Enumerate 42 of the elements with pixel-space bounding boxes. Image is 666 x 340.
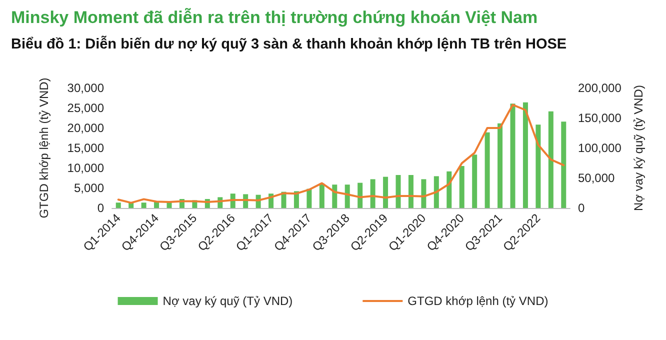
bar [472,154,478,208]
y2-tick-label: 150,000 [578,111,622,125]
bar [498,123,503,208]
y-tick-label: 5,000 [74,181,104,195]
bar [332,184,338,208]
bar [408,175,414,208]
bar [421,179,426,208]
y-tick-label: 20,000 [67,121,104,135]
bar [383,176,388,208]
chart-subtitle: Biểu đồ 1: Diễn biến dư nợ ký quỹ 3 sàn & thanh khoản khớp lệnh TB trên HOSE [11,36,567,52]
bar [536,124,541,208]
y2-tick-label: 50,000 [578,171,616,185]
bar [561,122,566,208]
bar [459,166,464,208]
y-axis-title: GTGD khớp lệnh (tỷ VND) [37,78,51,218]
y2-tick-label: 0 [578,201,585,215]
y-tick-label: 25,000 [67,101,104,115]
y-tick-label: 15,000 [67,141,104,155]
legend-label: Nợ vay ký quỹ (Tỷ VND) [162,294,293,308]
line-series [117,104,565,204]
bar [358,182,363,208]
chart-title: Minsky Moment đã diễn ra trên thị trường chứng khoán Việt Nam [11,8,538,27]
bar [484,132,490,208]
y-tick-label: 30,000 [67,81,104,95]
bar [319,183,324,208]
legend-label: GTGD khớp lệnh (tỷ VND) [408,294,548,308]
y2-tick-label: 200,000 [578,81,622,95]
bar [344,184,350,208]
bar [548,111,554,208]
bar [306,188,312,208]
bar [522,102,528,208]
bar [116,202,121,208]
bar [446,171,452,208]
y-tick-label: 0 [97,201,104,215]
y-tick-label: 10,000 [67,161,104,175]
bar [510,104,516,208]
bar [396,175,401,208]
y2-axis-title: Nợ vay ký quỹ (tỷ VND) [631,85,646,211]
bar [434,176,439,208]
bar [370,179,376,208]
y2-tick-label: 100,000 [578,141,622,155]
bar [141,202,146,208]
